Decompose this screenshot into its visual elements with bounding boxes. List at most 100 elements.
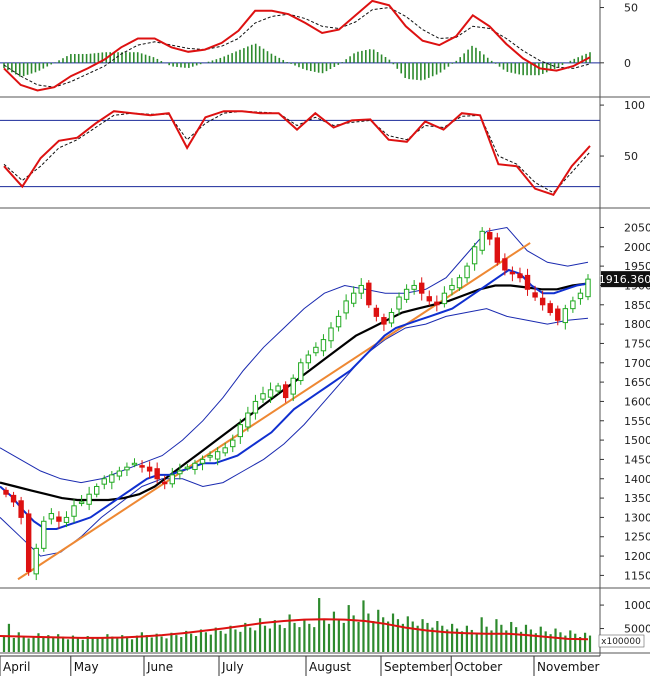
volume-tick-label: 5000 bbox=[624, 623, 650, 636]
volume-tick-label: 10000 bbox=[624, 599, 650, 612]
candle-body bbox=[86, 493, 92, 505]
candle-body bbox=[199, 458, 206, 464]
candle-body bbox=[48, 513, 55, 520]
macd-tick-label: 0 bbox=[624, 57, 631, 70]
month-label: September bbox=[384, 660, 450, 674]
price-tick-label: 1500 bbox=[624, 434, 650, 447]
candle-body bbox=[139, 465, 145, 468]
candle-body bbox=[305, 354, 312, 364]
candle-body bbox=[328, 327, 334, 342]
candle-body bbox=[25, 513, 32, 573]
price-tick-label: 1250 bbox=[624, 531, 650, 544]
candle-body bbox=[184, 466, 191, 470]
candle-body bbox=[366, 282, 372, 306]
candle-body bbox=[78, 501, 85, 504]
candle-body bbox=[381, 317, 387, 325]
month-label: October bbox=[454, 660, 502, 674]
candle-body bbox=[343, 300, 349, 314]
candle-body bbox=[192, 462, 198, 470]
price-tick-label: 1650 bbox=[624, 376, 650, 389]
candle-body bbox=[539, 297, 546, 306]
candle-body bbox=[56, 516, 62, 522]
candle-body bbox=[154, 468, 160, 480]
month-label: May bbox=[74, 660, 99, 674]
bollinger-upper-line bbox=[0, 226, 589, 484]
candle-body bbox=[373, 307, 380, 317]
candle-body bbox=[487, 231, 493, 240]
candle-body bbox=[358, 284, 364, 294]
candle-body bbox=[570, 300, 576, 310]
candle-body bbox=[479, 230, 485, 251]
candle-body bbox=[275, 385, 281, 392]
volume-ma-line bbox=[0, 618, 589, 641]
candle-body bbox=[298, 362, 304, 382]
candle-body bbox=[456, 277, 463, 289]
candle-body bbox=[33, 547, 39, 575]
price-tick-label: 1200 bbox=[624, 550, 650, 563]
price-tick-label: 1400 bbox=[624, 473, 650, 486]
candle-body bbox=[94, 485, 100, 495]
candle-body bbox=[146, 466, 153, 472]
candle-body bbox=[63, 516, 70, 523]
price-tick-label: 1750 bbox=[624, 337, 650, 350]
candle-body bbox=[282, 384, 289, 399]
candle-body bbox=[3, 489, 9, 495]
candle-body bbox=[214, 451, 221, 460]
candle-body bbox=[41, 520, 47, 549]
stochastic-k-line bbox=[3, 110, 591, 196]
candle-body bbox=[426, 296, 432, 302]
sma20-line bbox=[0, 268, 589, 530]
candle-body bbox=[577, 292, 584, 300]
candle-body bbox=[585, 278, 591, 298]
price-tick-label: 1950 bbox=[624, 260, 650, 273]
candle-body bbox=[131, 462, 138, 466]
price-tick-label: 1800 bbox=[624, 318, 650, 331]
candle-body bbox=[177, 470, 183, 475]
candle-body bbox=[562, 308, 569, 324]
candle-body bbox=[396, 296, 402, 310]
stochastic-tick-label: 50 bbox=[624, 150, 638, 163]
price-tick-label: 2000 bbox=[624, 241, 650, 254]
macd-tick-label: 50 bbox=[624, 2, 638, 15]
candle-body bbox=[101, 478, 107, 485]
candle-body bbox=[313, 346, 319, 354]
month-label: November bbox=[537, 660, 599, 674]
candle-body bbox=[10, 494, 17, 503]
candle-body bbox=[222, 447, 228, 454]
candle-body bbox=[169, 474, 175, 485]
candle-body bbox=[237, 424, 244, 438]
month-label: August bbox=[309, 660, 351, 674]
candle-body bbox=[350, 292, 357, 304]
candle-body bbox=[335, 315, 342, 328]
month-label: July bbox=[221, 660, 244, 674]
candle-body bbox=[471, 246, 478, 265]
candle-body bbox=[441, 292, 448, 305]
month-label: June bbox=[146, 660, 173, 674]
price-tick-label: 1550 bbox=[624, 415, 650, 428]
price-tick-label: 1150 bbox=[624, 569, 650, 582]
last-price-tag bbox=[601, 271, 650, 288]
macd-main-line bbox=[3, 0, 591, 92]
stochastic-d-line bbox=[3, 110, 591, 194]
price-tick-label: 1450 bbox=[624, 453, 650, 466]
candle-body bbox=[411, 284, 417, 290]
candle-body bbox=[532, 292, 538, 298]
candle-body bbox=[449, 284, 455, 291]
bollinger-lower-line bbox=[0, 308, 589, 557]
volume-unit-label: x100000 bbox=[601, 637, 641, 647]
candle-body bbox=[71, 505, 77, 517]
month-label: April bbox=[3, 660, 30, 674]
candle-body bbox=[434, 301, 440, 306]
candle-body bbox=[230, 439, 236, 448]
volume-unit-box bbox=[598, 634, 645, 648]
candle-body bbox=[109, 474, 115, 483]
last-price-label: 1916.360 bbox=[599, 273, 650, 286]
candle-body bbox=[207, 455, 213, 458]
candle-body bbox=[403, 288, 410, 300]
candle-body bbox=[116, 470, 123, 477]
price-tick-label: 2050 bbox=[624, 221, 650, 234]
price-tick-label: 1350 bbox=[624, 492, 650, 505]
candle-body bbox=[547, 303, 553, 314]
candle-body bbox=[320, 339, 327, 352]
